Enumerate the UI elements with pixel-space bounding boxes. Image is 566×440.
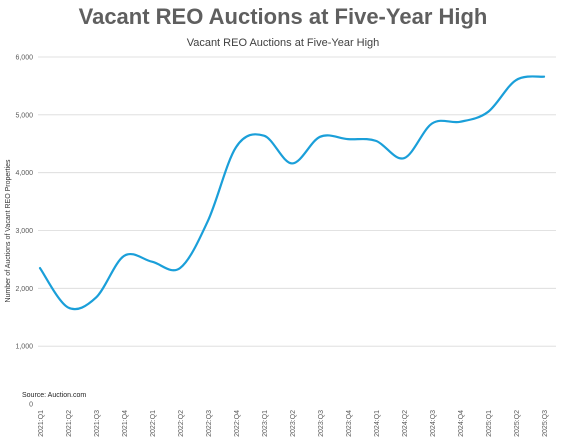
x-tick-label: 2022:Q2 — [178, 410, 185, 437]
y-tick-label: 2,000 — [15, 286, 33, 293]
y-axis-tick-labels: 0 1,000 2,000 3,000 4,000 5,000 6,000 — [15, 55, 33, 409]
y-tick-label: 1,000 — [15, 344, 33, 351]
x-tick-label: 2025:Q3 — [542, 410, 549, 437]
x-tick-label: 2024:Q3 — [430, 410, 437, 437]
chart-title: Vacant REO Auctions at Five-Year High — [186, 37, 380, 49]
x-tick-label: 2021:Q2 — [66, 410, 73, 437]
x-tick-label: 2023:Q3 — [318, 410, 325, 437]
x-tick-label: 2025:Q2 — [514, 410, 521, 437]
y-tick-label: 6,000 — [15, 55, 33, 62]
series-group — [38, 75, 546, 311]
y-axis-label: Number of Auctions of Vacant REO Propert… — [5, 159, 12, 303]
x-axis-tick-labels: 2021:Q1 2021:Q2 2021:Q3 2021:Q4 2022:Q1 2022:… — [38, 410, 549, 437]
x-tick-label: 2021:Q1 — [38, 410, 45, 437]
y-tick-label: 5,000 — [15, 112, 33, 119]
x-tick-label: 2023:Q1 — [262, 410, 269, 437]
x-tick-label: 2022:Q1 — [150, 410, 157, 437]
x-tick-label: 2024:Q1 — [374, 410, 381, 437]
gridlines — [38, 56, 556, 347]
x-tick-label: 2025:Q1 — [486, 410, 493, 437]
page-title: Vacant REO Auctions at Five-Year High — [78, 4, 488, 29]
x-tick-label: 2021:Q3 — [94, 410, 101, 437]
y-tick-label: 0 — [29, 402, 33, 409]
x-tick-label: 2023:Q2 — [290, 410, 297, 437]
y-tick-label: 3,000 — [15, 228, 33, 235]
y-tick-label: 4,000 — [15, 170, 33, 177]
x-tick-label: 2021:Q4 — [122, 410, 129, 437]
source-note: Source: Auction.com — [22, 392, 87, 399]
x-tick-label: 2024:Q4 — [458, 410, 465, 437]
series-line — [38, 75, 546, 311]
x-tick-label: 2022:Q4 — [234, 410, 241, 437]
x-tick-label: 2024:Q2 — [402, 410, 409, 437]
x-tick-label: 2023:Q4 — [346, 410, 353, 437]
x-tick-label: 2022:Q3 — [206, 410, 213, 437]
